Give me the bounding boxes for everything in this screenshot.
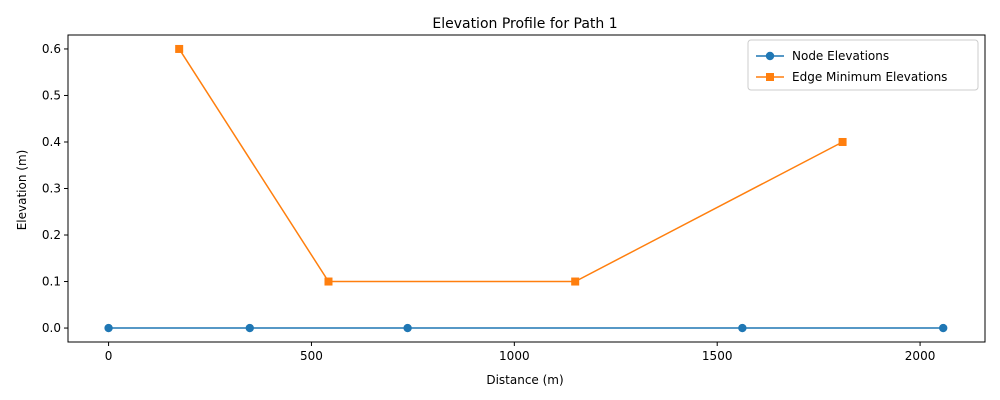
data-point-square: [324, 277, 333, 286]
data-point-circle: [403, 323, 412, 333]
data-point-square: [838, 137, 847, 146]
y-axis-title: Elevation (m): [15, 150, 29, 231]
x-tick-label: 500: [300, 349, 323, 363]
y-tick-label: 0.3: [42, 182, 61, 196]
plot-area: [104, 44, 948, 333]
y-axis: 0.0 0.1 0.2 0.3 0.4 0.5 0.6: [42, 42, 68, 335]
y-tick-label: 0.6: [42, 42, 61, 56]
data-point-circle: [939, 323, 948, 333]
x-axis-title: Distance (m): [486, 373, 563, 387]
legend: Node Elevations Edge Minimum Elevations: [747, 39, 979, 91]
legend-box: [747, 39, 979, 91]
legend-label-0: Node Elevations: [792, 49, 889, 63]
legend-label-1: Edge Minimum Elevations: [792, 70, 947, 84]
x-tick-label: 1000: [499, 349, 530, 363]
data-point-square: [571, 277, 580, 286]
data-point-circle: [245, 323, 254, 333]
chart-title: Elevation Profile for Path 1: [432, 16, 617, 32]
legend-marker-circle: [765, 51, 775, 61]
y-tick-label: 0.0: [42, 321, 61, 335]
y-tick-label: 0.1: [42, 275, 61, 289]
y-tick-label: 0.2: [42, 228, 61, 242]
x-tick-label: 2000: [905, 349, 936, 363]
data-point-circle: [104, 323, 113, 333]
y-tick-label: 0.5: [42, 88, 61, 102]
series-line-1: [178, 48, 843, 283]
legend-marker-square: [766, 73, 774, 81]
x-axis: 0 500 1000 1500 2000: [105, 342, 936, 363]
data-point-square: [175, 44, 184, 53]
x-tick-label: 1500: [702, 349, 733, 363]
x-tick-label: 0: [105, 349, 113, 363]
y-tick-label: 0.4: [42, 135, 61, 149]
data-point-circle: [738, 323, 747, 333]
